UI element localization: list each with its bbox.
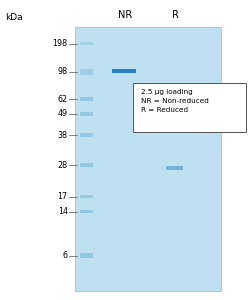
- Bar: [163, 112, 184, 117]
- Bar: [80, 97, 93, 101]
- FancyBboxPatch shape: [132, 82, 245, 132]
- Bar: [165, 166, 182, 170]
- Text: 49: 49: [58, 110, 68, 118]
- Text: 17: 17: [58, 192, 68, 201]
- Bar: [80, 195, 93, 198]
- Bar: [80, 42, 93, 45]
- Bar: [80, 209, 93, 214]
- Text: 38: 38: [58, 130, 68, 140]
- Bar: [80, 133, 93, 137]
- Bar: [80, 254, 93, 258]
- Text: 6: 6: [62, 251, 68, 260]
- Text: 28: 28: [58, 160, 68, 169]
- Text: 198: 198: [52, 39, 68, 48]
- Bar: [80, 69, 93, 75]
- Bar: [112, 69, 136, 73]
- Bar: [80, 112, 93, 116]
- Bar: [75, 27, 220, 291]
- Text: 2.5 μg loading
NR = Non-reduced
R = Reduced: 2.5 μg loading NR = Non-reduced R = Redu…: [140, 89, 207, 113]
- Text: kDa: kDa: [5, 14, 22, 22]
- Text: 62: 62: [58, 94, 68, 103]
- Text: NR: NR: [118, 10, 132, 20]
- Text: 98: 98: [58, 68, 68, 76]
- Bar: [80, 163, 93, 167]
- Text: 14: 14: [58, 207, 68, 216]
- Text: R: R: [172, 10, 178, 20]
